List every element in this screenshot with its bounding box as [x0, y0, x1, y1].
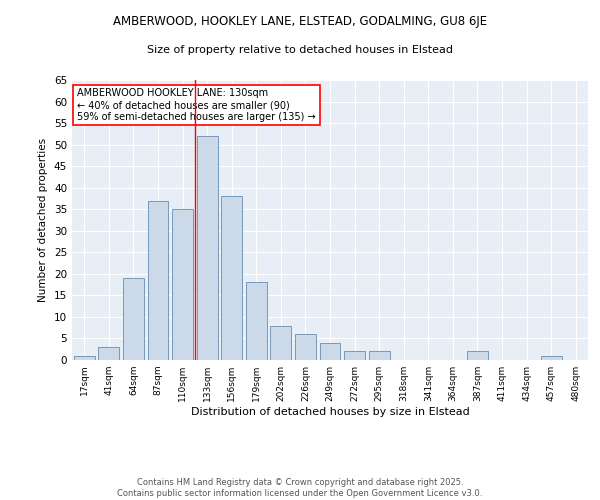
- Bar: [295, 334, 316, 360]
- Bar: [148, 200, 169, 360]
- Bar: [368, 352, 389, 360]
- Bar: [344, 352, 365, 360]
- Bar: [197, 136, 218, 360]
- Text: AMBERWOOD, HOOKLEY LANE, ELSTEAD, GODALMING, GU8 6JE: AMBERWOOD, HOOKLEY LANE, ELSTEAD, GODALM…: [113, 15, 487, 28]
- Text: Size of property relative to detached houses in Elstead: Size of property relative to detached ho…: [147, 45, 453, 55]
- Bar: [221, 196, 242, 360]
- Bar: [271, 326, 292, 360]
- Bar: [98, 347, 119, 360]
- Text: AMBERWOOD HOOKLEY LANE: 130sqm
← 40% of detached houses are smaller (90)
59% of : AMBERWOOD HOOKLEY LANE: 130sqm ← 40% of …: [77, 88, 316, 122]
- Text: Contains HM Land Registry data © Crown copyright and database right 2025.
Contai: Contains HM Land Registry data © Crown c…: [118, 478, 482, 498]
- Bar: [246, 282, 267, 360]
- Bar: [467, 352, 488, 360]
- X-axis label: Distribution of detached houses by size in Elstead: Distribution of detached houses by size …: [191, 407, 469, 417]
- Y-axis label: Number of detached properties: Number of detached properties: [38, 138, 49, 302]
- Bar: [123, 278, 144, 360]
- Bar: [541, 356, 562, 360]
- Bar: [320, 343, 340, 360]
- Bar: [74, 356, 95, 360]
- Bar: [172, 209, 193, 360]
